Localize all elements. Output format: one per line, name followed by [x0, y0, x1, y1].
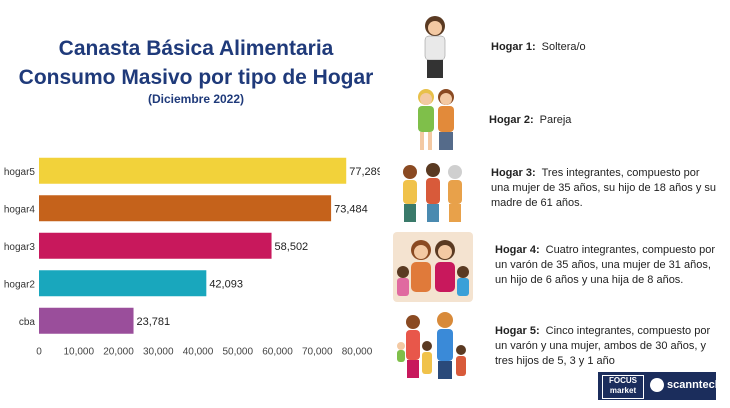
bar-hogar4 — [39, 195, 332, 222]
x-tick-label: 30,000 — [143, 347, 174, 358]
category-label-cba: cba — [19, 317, 36, 328]
x-tick-label: 60,000 — [262, 347, 293, 358]
bar-hogar2 — [39, 270, 207, 297]
page-title: Canasta Básica Alimentaria Consumo Masiv… — [10, 34, 382, 92]
bar-hogar3 — [39, 232, 272, 259]
value-label-hogar3: 58,502 — [275, 241, 309, 253]
bar-hogar5 — [39, 157, 347, 184]
hogar-1-description: Hogar 1: Soltera/o — [491, 40, 691, 55]
hogar-5-label: Hogar 5: — [495, 325, 540, 337]
x-tick-label: 80,000 — [342, 347, 373, 358]
x-tick-label: 70,000 — [302, 347, 333, 358]
scanntech-icon — [650, 378, 664, 392]
bar-cba — [39, 307, 134, 334]
hogar-4-text: Cuatro integrantes, compuesto por un var… — [495, 244, 715, 286]
category-label-hogar2: hogar2 — [4, 279, 36, 290]
title-line-2: Consumo Masivo por tipo de Hogar — [18, 66, 374, 89]
brand-logos: FOCUS market scanntech — [598, 372, 721, 400]
x-tick-label: 20,000 — [103, 347, 134, 358]
bar-chart: hogar5 77,289 hogar4 73,484 hogar3 58,502 hoga… — [4, 157, 380, 358]
hogar-5-description: Hogar 5: Cinco integrantes, compuesto por… — [495, 324, 720, 369]
x-tick-label: 50,000 — [222, 347, 253, 358]
value-label-hogar5: 77,289 — [349, 166, 380, 178]
hogar-3-text: Tres integrantes, compuesto por una muje… — [491, 167, 717, 209]
x-tick-label: 40,000 — [183, 347, 214, 358]
category-label-hogar3: hogar3 — [4, 242, 36, 253]
focus-market-logo: FOCUS market — [602, 375, 644, 399]
hogar-2-description: Hogar 2: Pareja — [489, 113, 689, 128]
category-label-hogar4: hogar4 — [4, 204, 36, 215]
hogar-1-label: Hogar 1: — [491, 41, 536, 53]
hogar-2-label: Hogar 2: — [489, 114, 534, 126]
x-tick-label: 0 — [36, 347, 42, 358]
hogar-1-illustration — [424, 16, 446, 78]
hogar-2-text: Pareja — [539, 114, 572, 126]
hogar-4-label: Hogar 4: — [495, 244, 540, 256]
category-label-hogar5: hogar5 — [4, 167, 36, 178]
focus-logo-line-2: market — [609, 386, 637, 395]
value-label-cba: 23,781 — [137, 316, 171, 328]
hogar-1-text: Soltera/o — [541, 41, 586, 53]
hogar-4-illustration — [393, 232, 473, 302]
x-tick-label: 10,000 — [63, 347, 94, 358]
hogar-2-illustration — [418, 89, 454, 150]
hogar-3-illustration — [403, 163, 462, 222]
value-label-hogar2: 42,093 — [209, 278, 243, 290]
scanntech-logo-text: scanntech — [667, 379, 722, 391]
value-label-hogar4: 73,484 — [334, 203, 368, 215]
hogar-3-description: Hogar 3: Tres integrantes, compuesto por … — [491, 166, 719, 211]
hogar-5-text: Cinco integrantes, compuesto por un varó… — [495, 325, 711, 367]
title-line-1: Canasta Básica Alimentaria — [58, 37, 334, 60]
focus-logo-line-1: FOCUS — [609, 376, 637, 385]
hogar-3-label: Hogar 3: — [491, 167, 536, 179]
page-subtitle: (Diciembre 2022) — [147, 92, 245, 106]
hogar-4-description: Hogar 4: Cuatro integrantes, compuesto po… — [495, 243, 720, 288]
hogar-5-illustration — [397, 312, 466, 379]
